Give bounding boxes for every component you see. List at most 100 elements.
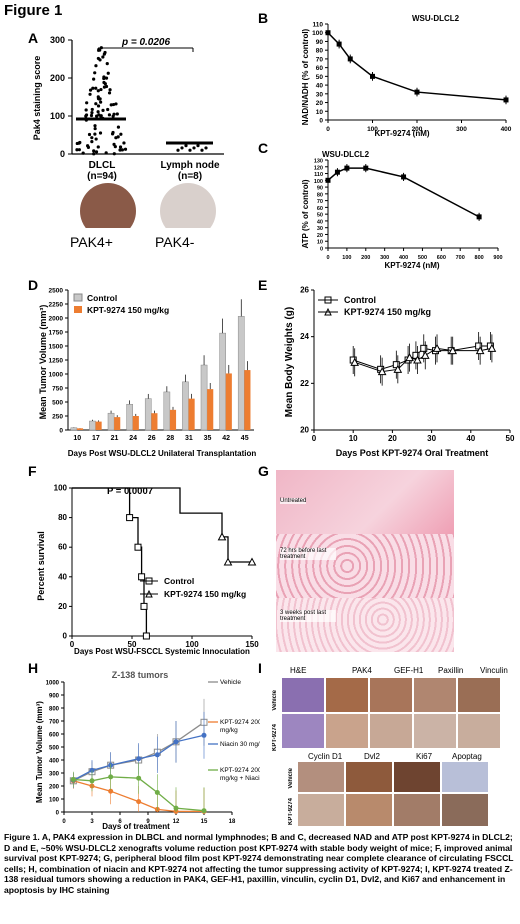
- panel-a-dlcl-dot: [110, 132, 115, 136]
- ihc-apoptag-vehicle: [442, 762, 488, 792]
- panel-f-control-point: [134, 543, 142, 551]
- panel-a-dlcl-dot: [93, 124, 97, 128]
- x-tick-label: 400: [399, 255, 408, 261]
- panel-g-label-72hrs: 72 hrs before last treatment: [280, 548, 336, 560]
- panel-d-y-tick-label: 0: [59, 428, 63, 435]
- panel-f-xlabel: Days Post WSU-FSCCL Systemic Innoculatio…: [74, 647, 250, 656]
- panel-a-img1-label: PAK4+: [70, 234, 113, 250]
- panel-a-dlcl-dot: [88, 88, 93, 92]
- panel-d-bar: [144, 398, 152, 431]
- panel-c-point: [325, 177, 331, 183]
- blood-film-image: Untreated 72 hrs before last treatment 3…: [276, 470, 454, 652]
- panel-a-lymph-dot: [200, 148, 204, 152]
- x-tick-label: 0: [326, 255, 329, 261]
- y-tick-label: 20: [58, 602, 67, 611]
- x-tick-label: 700: [456, 255, 465, 261]
- y-tick-label: 120: [314, 165, 323, 171]
- panel-label-h: H: [28, 660, 39, 676]
- panel-f-chart: P = 0.0007 Percent survival Days Post WS…: [36, 484, 259, 657]
- panel-a-dlcl-dot: [104, 76, 109, 80]
- panel-h-legend-label: mg/kg: [220, 727, 238, 734]
- panel-d-bar: [200, 364, 208, 431]
- y-tick-label: 90: [317, 186, 323, 192]
- x-tick-label: 0: [312, 434, 317, 443]
- panel-d-y-tick-label: 2500: [49, 288, 64, 295]
- panel-c-point: [401, 174, 407, 180]
- panel-h-point: [136, 756, 142, 762]
- panel-f-curve: [72, 487, 150, 637]
- y-tick-label: 22: [300, 379, 309, 388]
- panel-e-point: [487, 343, 497, 352]
- pak4-negative-core-image: [160, 183, 216, 228]
- panel-h-chart: Z-138 tumors Mean Tumor Volume (mm³) Day…: [35, 670, 260, 830]
- panel-a-dlcl-dot: [94, 150, 99, 154]
- x-tick-label: 600: [437, 255, 446, 261]
- panel-d-bar: [114, 417, 121, 430]
- panel-a-dlcl-dot: [77, 148, 81, 152]
- x-tick-label: 3: [90, 819, 94, 825]
- panel-c-point: [334, 169, 340, 175]
- x-tick-label: 100: [185, 640, 199, 649]
- panel-h-point: [173, 739, 179, 745]
- panel-label-g: G: [258, 463, 269, 479]
- panel-a-dlcl-dot: [81, 151, 85, 155]
- panel-d-legend-control-swatch: [73, 293, 83, 302]
- panel-e-line: [353, 345, 491, 370]
- panel-a-dlcl-dot: [92, 149, 96, 153]
- panel-h-point: [70, 777, 76, 782]
- panel-d-x-tick-label: 26: [148, 435, 156, 442]
- panel-a-dlcl-dot: [98, 131, 103, 135]
- y-tick-label: 80: [58, 513, 67, 522]
- panel-a-dlcl-dot: [90, 107, 94, 112]
- panel-a-dlcl-dot: [111, 102, 116, 107]
- panel-h-point: [136, 799, 142, 805]
- panel-d-bar: [95, 421, 102, 430]
- panel-d-chart: Mean Tumor Volume (mm³) Days Post WSU-DL…: [38, 288, 256, 459]
- panel-a-dlcl-dot: [123, 147, 128, 151]
- x-tick-label: 300: [456, 126, 467, 133]
- panel-f-ylabel: Percent survival: [36, 531, 46, 601]
- y-tick-label: 70: [316, 56, 324, 63]
- ihc-ki67-vehicle: [394, 762, 440, 792]
- panel-label-i: I: [258, 660, 262, 676]
- panel-e-point: [405, 353, 414, 362]
- panel-f-legend-control: Control: [164, 576, 194, 586]
- panel-d-bar: [237, 316, 245, 431]
- panel-a-scatter: p = 0.0206 0 100 200 300 Pak4 staining scor…: [32, 35, 224, 228]
- panel-f-kpt-point: [247, 557, 257, 566]
- panel-d-y-tick-label: 2250: [49, 302, 64, 309]
- panel-a-dlcl-dot: [105, 62, 109, 66]
- panel-b-ylabel: NAD/NADH (% of control): [301, 28, 310, 125]
- ihc-header-gefh1: GEF-H1: [394, 666, 424, 675]
- panel-b-point: [503, 97, 509, 103]
- panel-e-point: [350, 357, 360, 366]
- ihc-header-paxillin: Paxillin: [438, 666, 464, 675]
- y-tick-label: 70: [317, 199, 323, 205]
- panel-a-dlcl-dot: [104, 84, 109, 89]
- y-tick-label: 1000: [46, 681, 60, 687]
- panel-d-x-tick-label: 28: [166, 435, 174, 442]
- panel-a-dlcl-dot: [87, 132, 92, 137]
- x-tick-label: 500: [418, 255, 427, 261]
- panel-a-cat1-n: (n=94): [87, 171, 117, 182]
- panel-h-legend-label: mg/kg + Niacin 30 mg/kg: [220, 775, 260, 782]
- panel-e-point: [432, 343, 442, 352]
- y-tick-label: 20: [317, 233, 323, 239]
- panel-a-dlcl-dot: [115, 112, 119, 116]
- panel-a-dlcl-dot: [112, 112, 116, 116]
- y-tick-label: 10: [316, 109, 324, 116]
- panel-a-dlcl-dot: [95, 114, 99, 118]
- panel-f-control-point: [140, 602, 148, 610]
- panel-c-xlabel: KPT-9274 (nM): [384, 261, 439, 270]
- y-tick-label: 110: [313, 22, 324, 29]
- panel-a-dlcl-dot: [119, 132, 123, 136]
- panel-d-bar: [151, 413, 158, 430]
- panel-label-f: F: [28, 463, 37, 479]
- panel-d-bar: [76, 428, 84, 430]
- panel-a-dlcl-dot: [108, 88, 112, 92]
- x-tick-label: 200: [412, 126, 423, 133]
- y-tick-label: 400: [49, 759, 60, 765]
- panel-d-y-tick-label: 1750: [49, 330, 64, 337]
- panel-d-bar: [107, 412, 115, 431]
- panel-e-point: [393, 364, 403, 373]
